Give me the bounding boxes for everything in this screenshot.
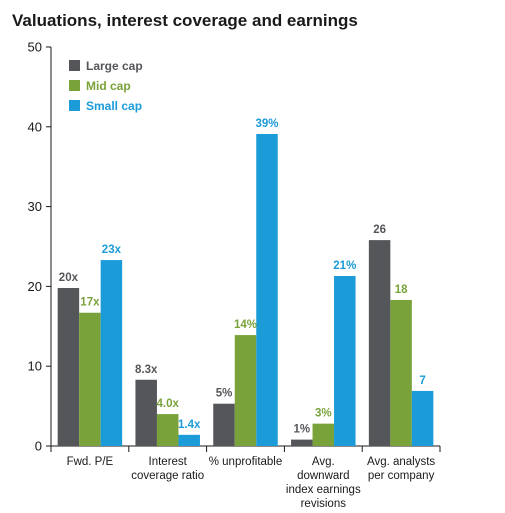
x-tick-label-line: Avg. analysts — [367, 456, 435, 468]
legend-label: Small cap — [86, 99, 142, 113]
y-tick-label: 10 — [28, 359, 42, 374]
bar — [178, 434, 200, 446]
legend-label: Large cap — [86, 59, 143, 73]
data-label: 7 — [419, 375, 425, 387]
bar — [334, 276, 356, 446]
y-tick-label: 20 — [28, 279, 42, 294]
x-tick-label-line: Avg. — [312, 456, 335, 468]
bar — [390, 299, 412, 446]
data-label: 26 — [373, 224, 386, 236]
x-tick-label-line: revisions — [301, 498, 347, 510]
y-axis: 0 10 20 30 40 50 — [28, 40, 52, 454]
data-label: 23x — [102, 244, 122, 256]
bar — [234, 335, 257, 446]
chart-title: Valuations, interest coverage and earnin… — [12, 11, 358, 30]
data-label: 1% — [293, 424, 310, 436]
legend-label: Mid cap — [86, 79, 131, 93]
y-tick-label: 30 — [28, 199, 42, 214]
bar — [100, 260, 123, 446]
y-tick-label: 40 — [28, 119, 42, 134]
legend: Large cap Mid cap Small cap — [69, 59, 143, 113]
x-tick-label-line: coverage ratio — [131, 470, 204, 482]
bar — [57, 287, 80, 446]
x-tick-label: Avg. analysts per company — [367, 456, 435, 482]
data-label: 21% — [333, 260, 356, 272]
y-tick-label: 0 — [35, 439, 42, 454]
x-axis: Fwd. P/E Interest coverage ratio % unprofit… — [50, 445, 441, 510]
x-tick-label-line: % unprofitable — [209, 456, 283, 468]
bar — [135, 379, 157, 446]
y-tick-label: 50 — [28, 40, 42, 55]
data-label: 18 — [395, 284, 408, 296]
data-labels: 20x 17x 23x 8.3x 4.0x 1.4x 5% 14% 39% 1% 3% 21% 26 18… — [59, 118, 426, 436]
data-label: 20x — [59, 272, 79, 284]
bar — [79, 312, 101, 446]
x-tick-label: % unprofitable — [209, 456, 283, 468]
data-label: 4.0x — [157, 398, 180, 410]
legend-swatch — [69, 100, 80, 111]
bar — [213, 403, 235, 446]
bar — [312, 423, 335, 446]
data-label: 39% — [255, 118, 278, 130]
data-label: 14% — [234, 319, 257, 331]
x-tick-label: Fwd. P/E — [67, 456, 114, 468]
bar — [411, 390, 434, 446]
x-tick-label-line: Interest — [149, 456, 188, 468]
bar — [156, 414, 179, 446]
legend-swatch — [69, 80, 80, 91]
x-tick-label: Interest coverage ratio — [131, 456, 204, 482]
legend-swatch — [69, 60, 80, 71]
data-label: 17x — [80, 297, 100, 309]
bar — [291, 439, 313, 446]
x-tick-label: Avg. downward index earnings revisions — [286, 456, 361, 510]
x-tick-label-line: Fwd. P/E — [67, 456, 114, 468]
x-tick-label-line: downward — [297, 470, 349, 482]
bar — [256, 133, 278, 446]
data-label: 5% — [216, 388, 233, 400]
data-label: 8.3x — [135, 364, 158, 376]
data-label: 1.4x — [178, 419, 201, 431]
x-tick-label-line: index earnings — [286, 484, 361, 496]
x-tick-label-line: per company — [368, 470, 435, 482]
bars — [57, 133, 434, 446]
bar — [368, 240, 391, 446]
data-label: 3% — [315, 408, 332, 420]
